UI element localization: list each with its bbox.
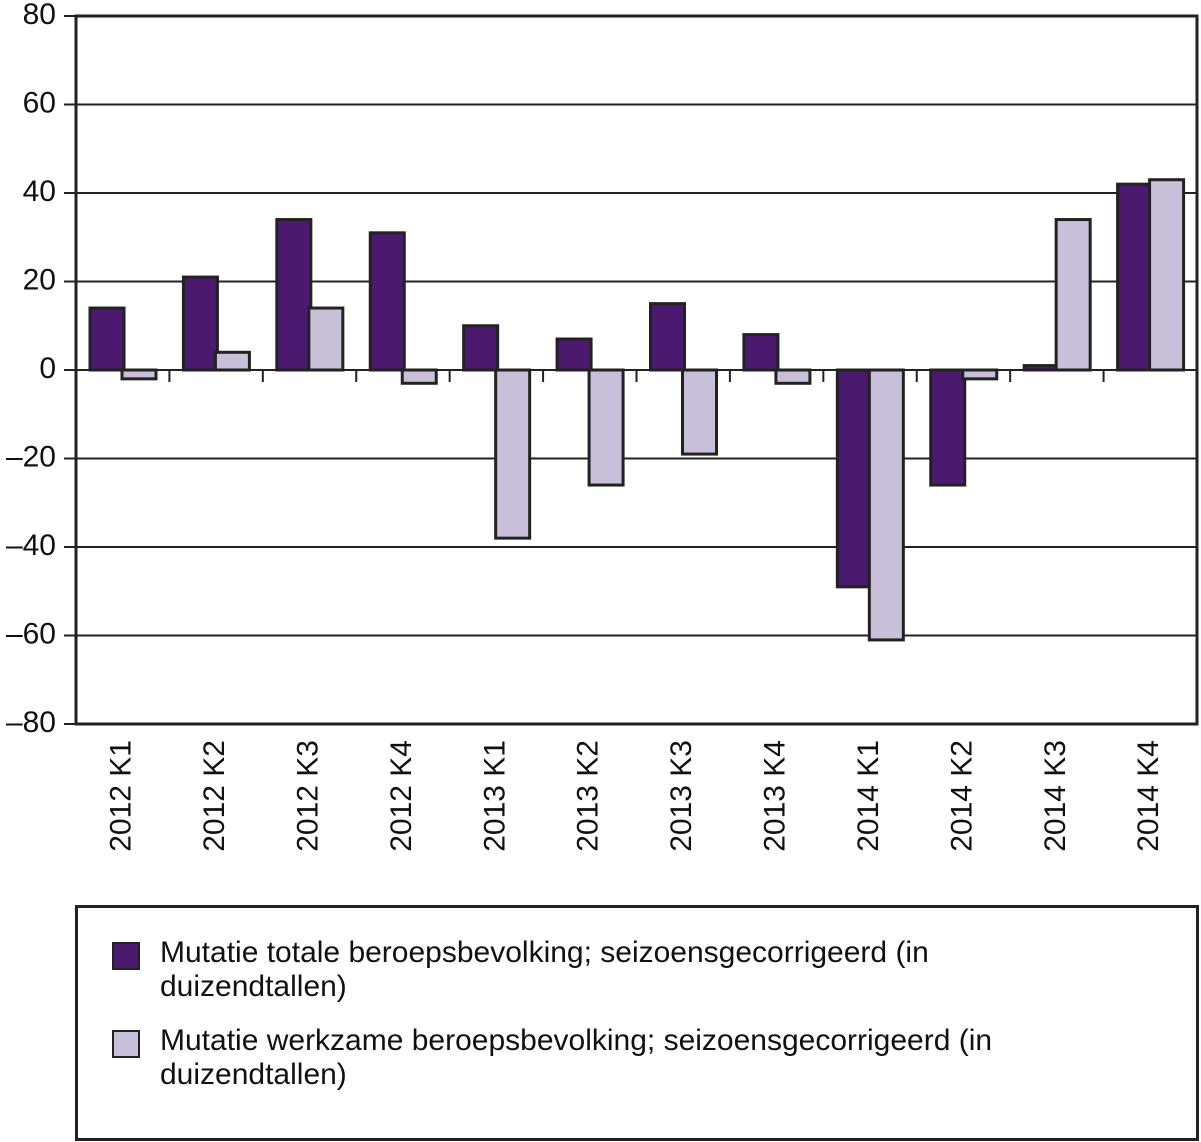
legend: Mutatie totale beroepsbevolking; seizoen… — [75, 905, 1199, 1141]
legend-label: Mutatie totale beroepsbevolking; seizoen… — [160, 936, 929, 1003]
y-tick-label: 0 — [39, 352, 56, 385]
y-tick-label: –40 — [6, 529, 56, 562]
legend-swatch — [112, 1030, 140, 1058]
bar — [213, 350, 251, 372]
y-tick-label: –20 — [6, 440, 56, 473]
bar — [494, 368, 532, 540]
x-tick-label: 2013 K3 — [665, 740, 698, 852]
chart: –80 –60 –40 –20 0 20 40 60 80 2012 K1 2012 K2 2012 … — [6, 0, 1199, 852]
bar — [774, 368, 812, 385]
x-tick-label: 2013 K2 — [572, 740, 605, 852]
bar — [1148, 178, 1186, 372]
bar — [649, 302, 686, 372]
x-tick-label: 2014 K1 — [852, 740, 885, 852]
bar — [961, 368, 999, 381]
bar — [681, 368, 718, 456]
plot-frame — [74, 14, 1199, 726]
bar — [1054, 218, 1092, 372]
bar — [181, 275, 219, 372]
bar — [275, 218, 313, 372]
x-tick-label: 2014 K3 — [1039, 740, 1072, 852]
bar — [462, 324, 500, 372]
bar — [88, 306, 126, 372]
bar — [120, 368, 158, 381]
bar — [555, 337, 593, 372]
x-tick-label: 2014 K4 — [1132, 740, 1165, 852]
bar — [587, 368, 625, 487]
bar — [400, 368, 438, 385]
x-tick-label: 2012 K1 — [105, 740, 138, 852]
x-tick-label: 2012 K2 — [198, 740, 231, 852]
y-tick-label: 40 — [23, 175, 56, 208]
bar — [368, 231, 406, 372]
legend-label: Mutatie werkzame beroepsbevolking; seizo… — [160, 1024, 993, 1091]
bar — [835, 368, 873, 589]
y-tick-label: –80 — [6, 706, 56, 739]
bar — [1022, 364, 1060, 372]
y-tick-label: 20 — [23, 263, 56, 296]
bar — [307, 306, 345, 372]
x-tick-label: 2012 K3 — [291, 740, 324, 852]
bar — [742, 333, 780, 372]
x-tick-label: 2013 K4 — [759, 740, 792, 852]
legend-item: Mutatie werkzame beroepsbevolking; seizo… — [112, 1024, 1105, 1092]
bar — [867, 368, 905, 642]
legend-item: Mutatie totale beroepsbevolking; seizoen… — [112, 936, 1105, 1004]
legend-swatch — [112, 942, 140, 970]
x-tick-label: 2013 K1 — [478, 740, 511, 852]
y-tick-label: 60 — [23, 86, 56, 119]
y-tick-label: 80 — [23, 0, 56, 31]
x-tick-label: 2014 K2 — [945, 740, 978, 852]
bar — [1116, 182, 1154, 372]
y-tick-label: –60 — [6, 617, 56, 650]
bar — [929, 368, 967, 487]
x-tick-label: 2012 K4 — [385, 740, 418, 852]
